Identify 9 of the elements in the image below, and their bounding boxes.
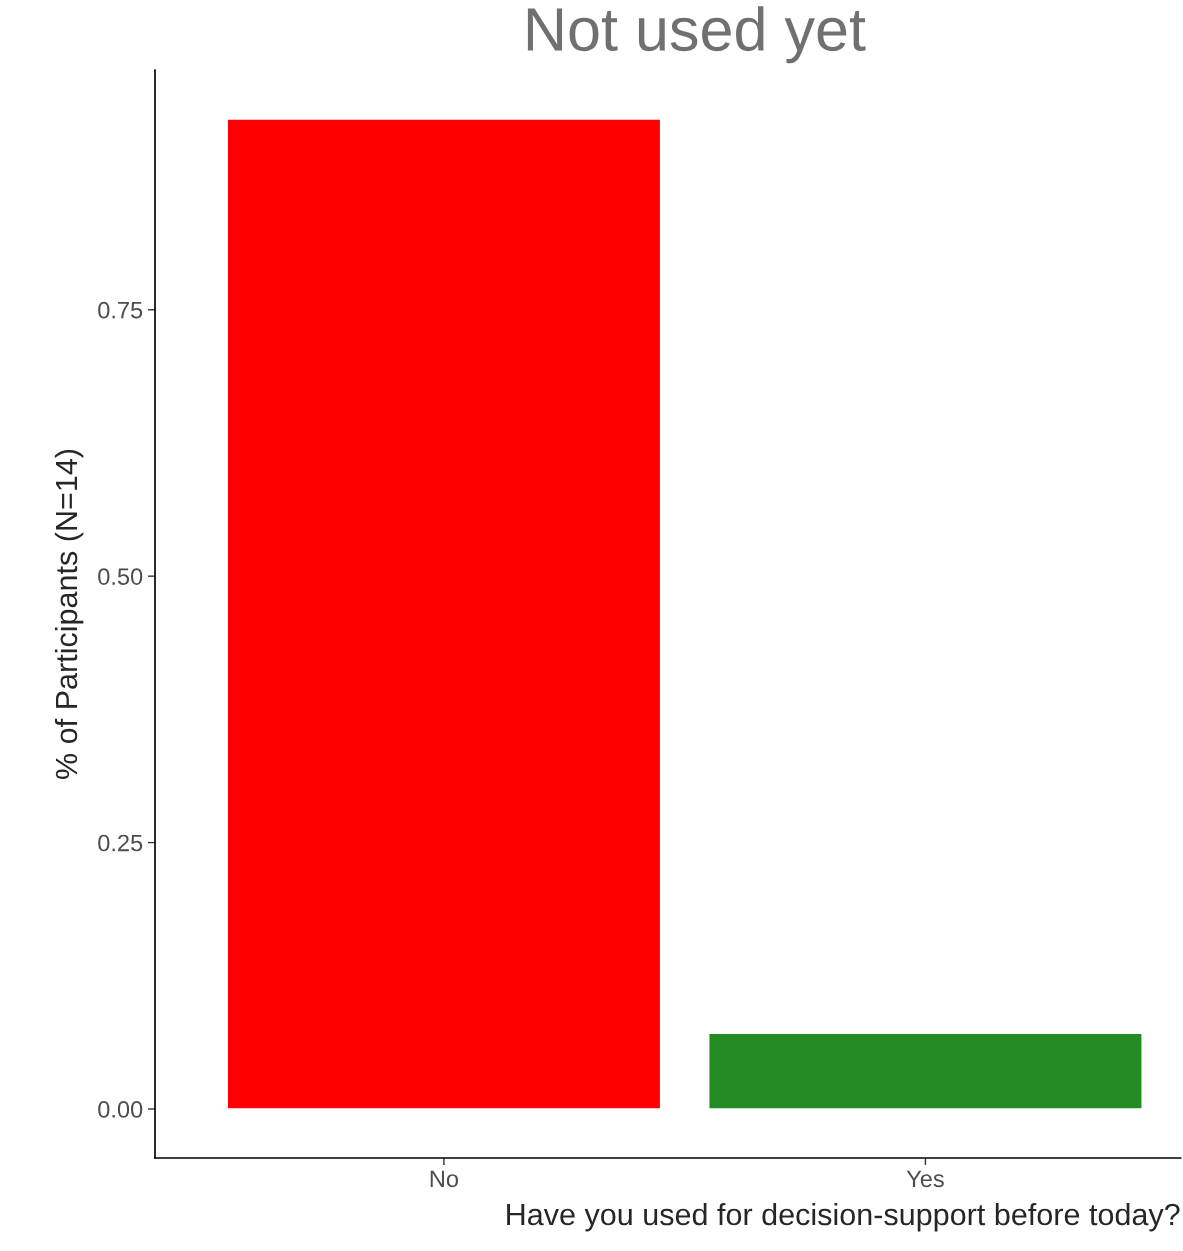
x-axis-title: Have you used for decision-support before today? xyxy=(507,1202,1180,1232)
y-tick-label: 0.00 xyxy=(98,1101,143,1118)
y-tick-label: 0.25 xyxy=(98,834,143,852)
y-tick-label: 0.75 xyxy=(98,301,143,319)
y-tick-label: 0.50 xyxy=(98,568,143,585)
chart-title: Not used yet xyxy=(527,6,866,64)
y-axis-title: % of Participants (N=14) xyxy=(54,449,84,779)
x-tick-label: Yes xyxy=(906,1170,944,1188)
x-tick-label: No xyxy=(430,1170,459,1188)
